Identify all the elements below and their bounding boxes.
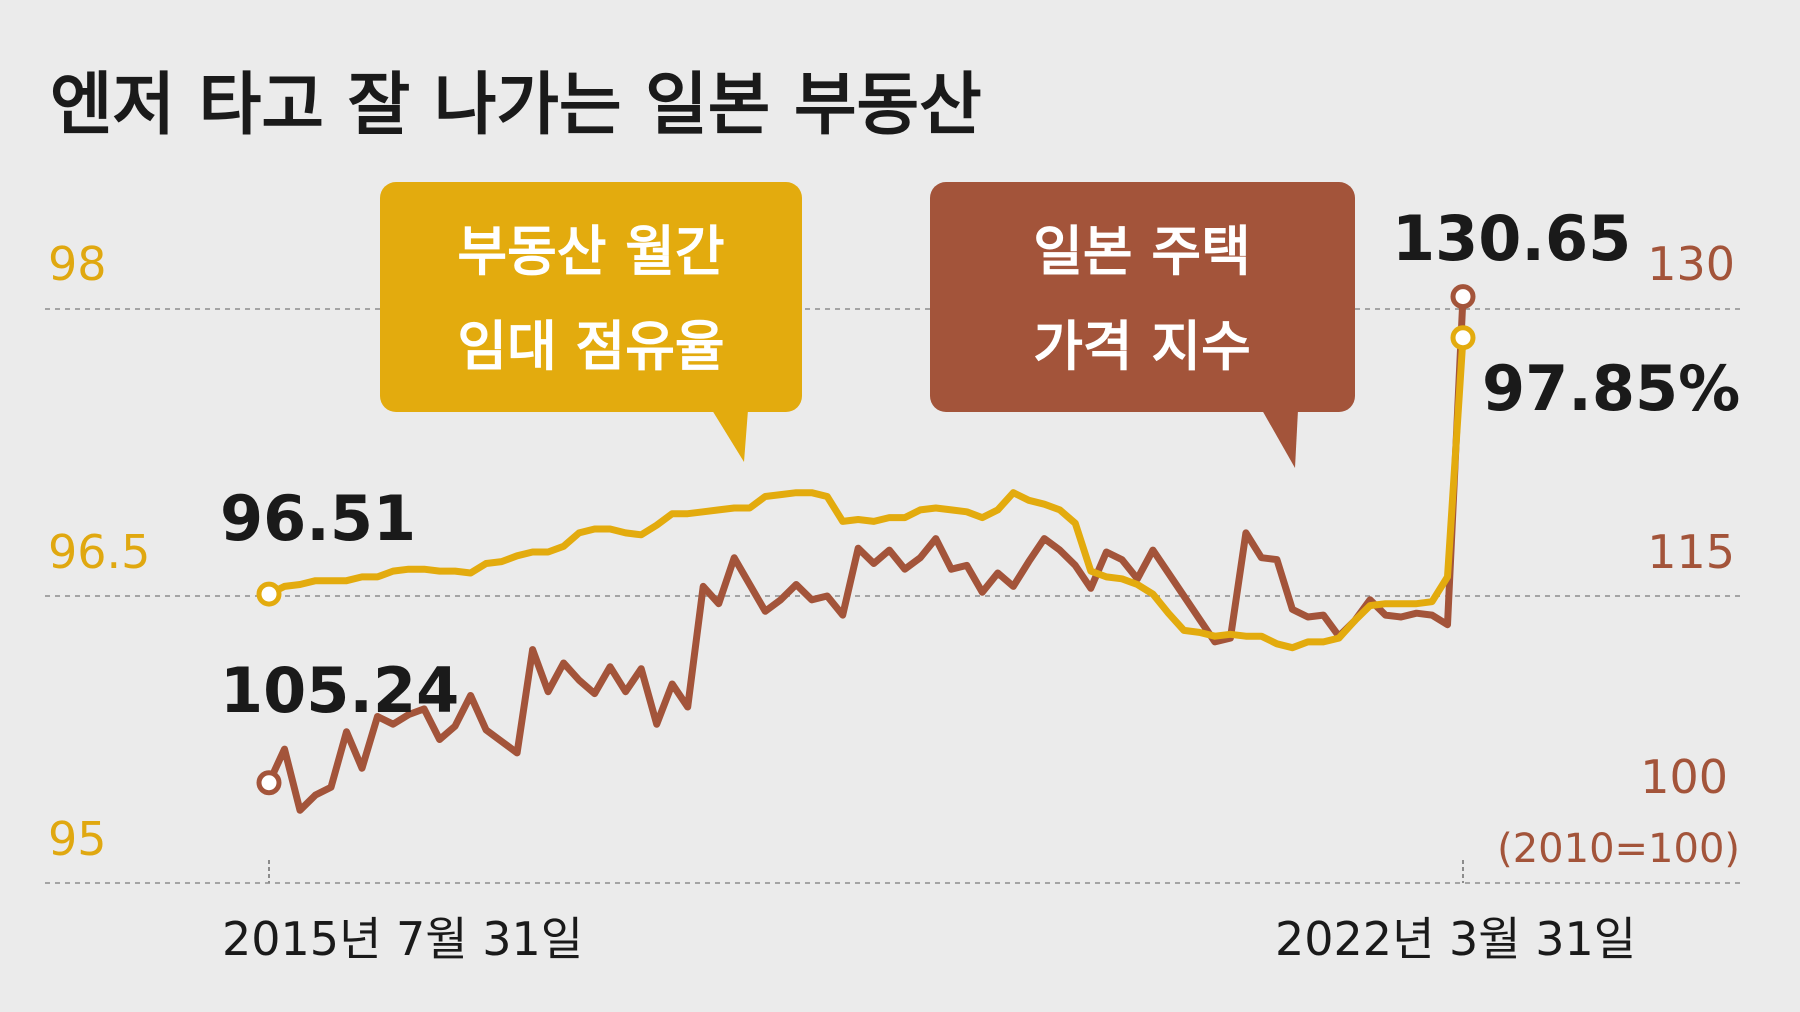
callout-price-box <box>930 182 1355 412</box>
left-tick-label: 98 <box>48 237 107 291</box>
callout-occupancy: 부동산 월간 임대 점유율 <box>380 182 802 462</box>
callout-price-index: 일본 주택 가격 지수 <box>930 182 1355 468</box>
right-tick-label: 100 <box>1640 750 1728 804</box>
occupancy-start-label: 96.51 <box>220 482 416 555</box>
callout-occupancy-line2: 임대 점유율 <box>457 315 724 378</box>
right-axis-note: (2010=100) <box>1497 826 1740 872</box>
x-start-label: 2015년 7월 31일 <box>222 912 583 966</box>
occupancy-start-point <box>256 581 282 607</box>
left-tick-label: 95 <box>48 812 107 866</box>
right-tick-label: 130 <box>1647 237 1735 291</box>
occupancy-end-point <box>1450 325 1476 351</box>
series-line-price-index <box>265 293 1467 814</box>
left-tick-label: 96.5 <box>48 525 150 579</box>
chart-title: 엔저 타고 잘 나가는 일본 부동산 <box>50 66 982 145</box>
callout-price-line2: 가격 지수 <box>1033 315 1251 378</box>
right-tick-label: 115 <box>1647 525 1735 579</box>
price-start-point <box>256 770 282 796</box>
series-line-occupancy <box>265 334 1467 652</box>
occupancy-end-label: 97.85% <box>1482 352 1740 425</box>
price-end-label: 130.65 <box>1392 202 1631 275</box>
x-end-label: 2022년 3월 31일 <box>1275 912 1636 966</box>
price-end-point <box>1450 284 1476 310</box>
callout-price-line1: 일본 주택 <box>1033 220 1251 283</box>
price-start-label: 105.24 <box>220 654 459 727</box>
callout-occupancy-box <box>380 182 802 412</box>
callout-price-pointer <box>1262 410 1298 468</box>
callout-occupancy-line1: 부동산 월간 <box>457 220 724 283</box>
callout-occupancy-pointer <box>712 410 748 462</box>
